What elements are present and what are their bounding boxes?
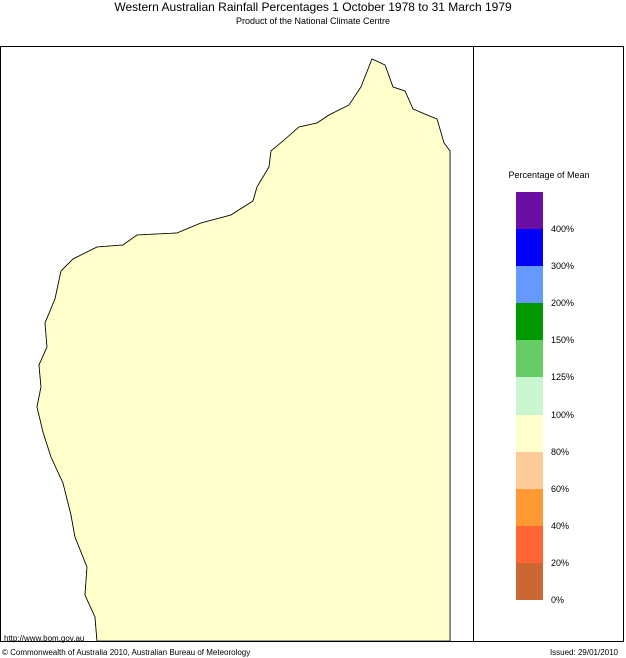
map-frame	[0, 46, 624, 642]
legend-tick-label: 100%	[551, 409, 575, 420]
map-title: Western Australian Rainfall Percentages …	[114, 0, 512, 14]
legend-swatch	[516, 229, 543, 267]
legend-tick-label: 60%	[551, 483, 570, 494]
legend-tick-label: 20%	[551, 557, 570, 568]
frame-divider	[473, 46, 474, 642]
legend-tick-label: 400%	[551, 224, 575, 235]
legend-swatch	[516, 266, 543, 304]
legend-swatch	[516, 303, 543, 341]
legend-tick-label: 0%	[551, 595, 565, 605]
legend-tick-label: 300%	[551, 261, 575, 272]
legend-swatch	[516, 192, 543, 230]
footer-copyright: © Commonwealth of Australia 2010, Austra…	[2, 648, 251, 657]
legend-swatch	[516, 414, 543, 453]
rainfall-map	[36, 58, 451, 641]
legend-swatch	[516, 562, 543, 601]
legend-tick-label: 40%	[551, 520, 570, 531]
footer-url[interactable]: http://www.bom.gov.au	[4, 634, 85, 643]
legend-swatch	[516, 488, 543, 527]
legend-colorbar	[516, 192, 543, 601]
legend-tick-label: 150%	[551, 335, 575, 346]
legend-swatch	[516, 340, 543, 378]
legend-swatch	[516, 377, 543, 416]
footer-issued-date: Issued: 29/01/2010	[549, 648, 618, 657]
legend-tick-label: 125%	[551, 372, 575, 383]
map-subtitle: Product of the National Climate Centre	[235, 16, 391, 26]
legend-swatch	[516, 525, 543, 564]
legend-swatch	[516, 451, 543, 490]
legend-title: Percentage of Mean	[508, 170, 590, 180]
legend-tick-label: 80%	[551, 446, 570, 457]
legend-tick-label: 200%	[551, 298, 575, 309]
